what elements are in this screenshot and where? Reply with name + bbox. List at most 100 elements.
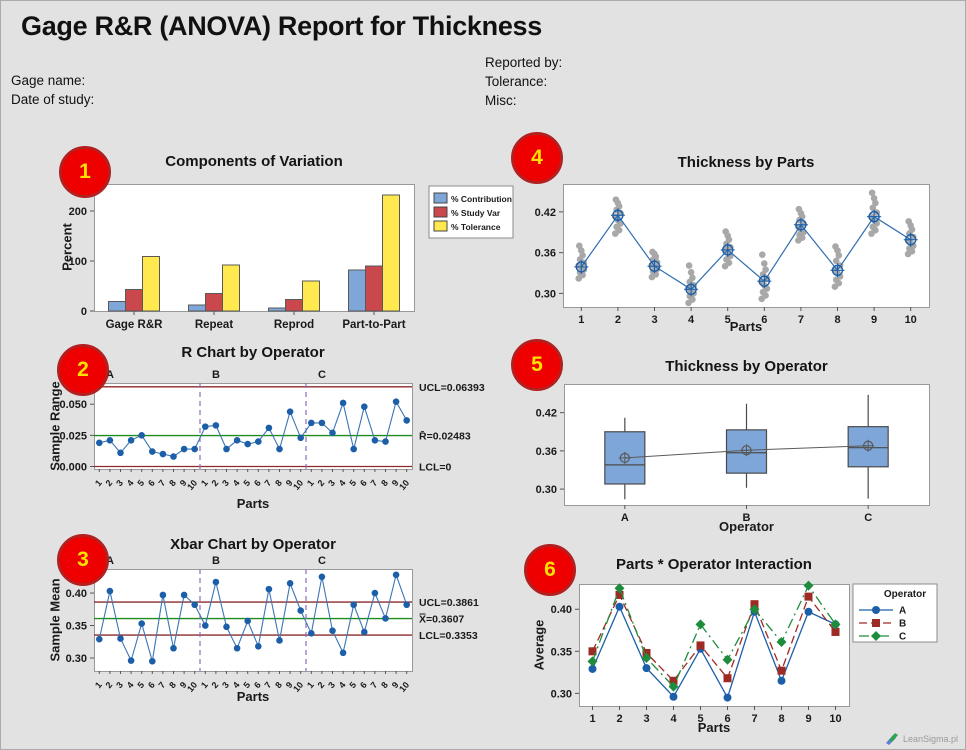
- measurement-point: [689, 274, 696, 282]
- marker-circle: [669, 692, 678, 701]
- data-point: [180, 591, 188, 599]
- marker-square: [588, 647, 597, 656]
- data-point: [244, 440, 251, 448]
- x-tick-label: 9: [284, 478, 295, 488]
- x-tick-label: 9: [390, 680, 401, 690]
- measurement-point: [905, 218, 912, 225]
- data-point: [350, 601, 358, 609]
- x-tick-label: 10: [291, 680, 305, 694]
- reported-by-label: Reported by:: [485, 55, 563, 70]
- x-tick-label: 7: [369, 680, 380, 690]
- x-tick-label: 2: [210, 680, 221, 690]
- x-tick-label: 8: [273, 680, 284, 690]
- x-tick-label: 3: [114, 680, 125, 690]
- data-point: [318, 573, 326, 581]
- interaction-chart: 0.30 0.35 0.40 1 2 3 4 5 6 7 8 9 10 Operator ABC: [551, 580, 938, 725]
- legend-label: A: [899, 606, 906, 617]
- watermark: LeanSigma.pl: [884, 732, 958, 746]
- legend-swatch: [433, 206, 448, 218]
- data-point: [127, 657, 135, 664]
- data-point: [361, 403, 368, 410]
- x-tick-label: 1: [578, 314, 584, 326]
- y-tick-label: 0.40: [551, 604, 572, 616]
- x-tick-label: 4: [688, 314, 695, 326]
- x-tick-label: 7: [751, 713, 757, 725]
- y-tick-label: 0.40: [66, 588, 87, 600]
- x-tick-label: 3: [643, 713, 649, 725]
- x-tick-label: 9: [390, 478, 401, 488]
- x-tick-label: 5: [347, 478, 358, 488]
- x-tick-label: 2: [104, 478, 115, 488]
- measurement-point: [722, 228, 729, 235]
- x-tick-label: 8: [273, 478, 284, 488]
- xbar-chart: 0.30 0.35 0.40 UCL=0.3861 X̿=0.3607 LCL=0.335…: [66, 555, 479, 694]
- x-tick-label: 10: [185, 478, 199, 492]
- x-tick-label: 10: [829, 713, 841, 725]
- bar: [285, 299, 303, 312]
- date-of-study-label: Date of study:: [11, 92, 95, 107]
- watermark-text: LeanSigma.pl: [902, 734, 958, 744]
- x-tick-label: 4: [231, 478, 242, 488]
- data-point: [212, 578, 220, 586]
- step-3-badge: 3: [57, 534, 109, 586]
- x-tick-label: 4: [337, 478, 348, 488]
- series-line-A: [591, 605, 836, 700]
- chart-title: Thickness by Parts: [677, 154, 815, 171]
- interaction-panel: Parts * Operator Interaction Average Par…: [501, 548, 965, 748]
- data-point: [180, 445, 188, 453]
- lcl-label: LCL=0: [419, 462, 452, 474]
- chart-title: Parts * Operator Interaction: [616, 556, 812, 573]
- marker-square: [696, 641, 705, 650]
- measurement-point: [761, 260, 768, 267]
- lcl-label: LCL=0.3353: [419, 630, 478, 642]
- x-tick-label: 10: [905, 314, 917, 326]
- data-point: [117, 635, 124, 642]
- marker-diamond: [614, 583, 625, 594]
- x-tick-label: 5: [347, 680, 358, 690]
- x-tick-label: 5: [725, 314, 731, 326]
- y-tick-label: 0.35: [551, 646, 572, 658]
- marker-diamond: [776, 637, 787, 648]
- data-point: [297, 434, 305, 442]
- data-point: [350, 445, 358, 453]
- marker-diamond: [695, 619, 706, 630]
- x-tick-label: 7: [369, 478, 380, 488]
- measurement-point: [759, 251, 766, 258]
- x-tick-label: 6: [358, 478, 369, 488]
- data-point: [244, 617, 251, 625]
- marker-diamond: [749, 604, 760, 615]
- x-tick-label: 3: [114, 478, 125, 488]
- data-point: [276, 637, 283, 644]
- y-tick-label: 200: [69, 206, 87, 218]
- marker-diamond: [871, 631, 881, 641]
- measurement-point: [612, 196, 620, 203]
- data-point: [361, 628, 368, 636]
- legend-swatch: [433, 192, 448, 204]
- y-tick-label: 0.000: [59, 462, 87, 474]
- step-6-badge: 6: [524, 544, 576, 596]
- x-tick-label: B: [743, 512, 751, 524]
- marker-square: [750, 600, 759, 609]
- legend-box: [852, 583, 938, 643]
- x-tick-label: 8: [167, 680, 178, 690]
- x-tick-label: 8: [167, 478, 178, 488]
- legend-label: C: [899, 632, 906, 643]
- data-point: [329, 429, 336, 437]
- data-point: [308, 419, 315, 427]
- x-tick-label: 6: [146, 478, 157, 488]
- x-tick-label: 4: [231, 680, 242, 690]
- marker-circle: [777, 676, 786, 685]
- x-axis-title: Parts: [236, 689, 270, 704]
- category-label: Repeat: [195, 319, 234, 331]
- y-tick-label: 0.025: [59, 430, 87, 442]
- data-point: [392, 398, 400, 405]
- marker-diamond: [587, 656, 598, 667]
- plot-area: [94, 383, 413, 470]
- data-point: [382, 438, 389, 445]
- operator-label: C: [318, 369, 326, 381]
- x-tick-label: 1: [199, 478, 210, 488]
- marker-diamond: [830, 619, 841, 630]
- data-point: [339, 399, 347, 407]
- leansigma-logo-icon: [885, 733, 898, 745]
- data-point: [170, 453, 177, 460]
